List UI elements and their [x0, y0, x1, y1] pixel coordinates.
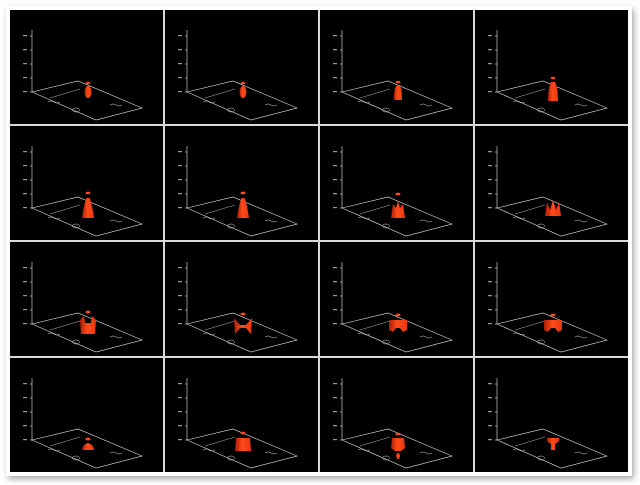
- base-contour: [357, 100, 433, 113]
- plume-3d: [389, 313, 407, 332]
- tick-marks: [178, 383, 182, 441]
- base-contour: [47, 448, 123, 461]
- plume-3d: [84, 81, 92, 98]
- tick-marks: [488, 267, 492, 325]
- simulation-frame-panel: [475, 126, 628, 240]
- figure-card: [6, 6, 632, 476]
- tick-marks: [488, 151, 492, 209]
- plume-3d: [235, 431, 251, 451]
- plume-plot: [23, 30, 143, 121]
- simulation-frame-panel: [475, 358, 628, 472]
- plume-3d: [548, 76, 558, 101]
- simulation-frame-panel: [10, 10, 163, 124]
- base-contour: [47, 332, 123, 345]
- plume-plot: [23, 378, 143, 469]
- plume-plot: [333, 262, 453, 353]
- axes-3d-box: [340, 262, 453, 353]
- axes-3d-box: [340, 378, 453, 469]
- base-contour: [512, 100, 588, 113]
- simulation-frame-panel: [10, 126, 163, 240]
- plume-plot: [333, 146, 453, 237]
- axes-3d-box: [495, 378, 608, 469]
- base-contour: [512, 448, 588, 461]
- plume-3d: [391, 432, 405, 459]
- plume-3d: [391, 192, 405, 218]
- base-contour: [202, 100, 278, 113]
- plume-plot: [23, 146, 143, 237]
- simulation-frame-panel: [320, 126, 473, 240]
- axes-3d-box: [185, 146, 298, 237]
- base-contour: [357, 448, 433, 461]
- base-contour: [202, 216, 278, 229]
- plume-plot: [178, 30, 298, 121]
- simulation-frame-panel: [165, 10, 318, 124]
- plume-plot: [488, 378, 608, 469]
- axes-3d-box: [340, 146, 453, 237]
- plume-plot: [178, 146, 298, 237]
- tick-marks: [23, 35, 27, 93]
- plume-plot: [178, 262, 298, 353]
- plume-3d: [82, 437, 94, 450]
- base-contour: [357, 332, 433, 345]
- simulation-frame-panel: [320, 10, 473, 124]
- plume-3d: [546, 438, 560, 450]
- simulation-frame-grid: [10, 10, 628, 472]
- axes-3d-box: [340, 30, 453, 121]
- plume-plot: [23, 262, 143, 353]
- base-contour: [202, 448, 278, 461]
- plume-3d: [393, 80, 403, 100]
- base-contour: [202, 332, 278, 345]
- simulation-frame-panel: [10, 242, 163, 356]
- tick-marks: [333, 35, 337, 93]
- plume-3d: [82, 191, 94, 218]
- simulation-frame-panel: [165, 242, 318, 356]
- axes-3d-box: [495, 30, 608, 121]
- simulation-frame-panel: [165, 126, 318, 240]
- tick-marks: [488, 35, 492, 93]
- tick-marks: [333, 151, 337, 209]
- base-contour: [357, 216, 433, 229]
- plume-3d: [80, 310, 96, 334]
- axes-3d-box: [185, 378, 298, 469]
- base-contour: [47, 216, 123, 229]
- simulation-frame-panel: [475, 10, 628, 124]
- tick-marks: [178, 267, 182, 325]
- axes-3d-box: [185, 30, 298, 121]
- plume-3d: [239, 81, 247, 98]
- plume-3d: [544, 313, 562, 332]
- simulation-frame-panel: [10, 358, 163, 472]
- tick-marks: [23, 383, 27, 441]
- plume-plot: [178, 378, 298, 469]
- plume-plot: [488, 262, 608, 353]
- tick-marks: [178, 151, 182, 209]
- tick-marks: [488, 383, 492, 441]
- plume-plot: [333, 30, 453, 121]
- tick-marks: [333, 383, 337, 441]
- axes-3d-box: [30, 378, 143, 469]
- plume-plot: [488, 30, 608, 121]
- axes-3d-box: [495, 146, 608, 237]
- axes-3d-box: [30, 262, 143, 353]
- axes-3d-box: [185, 262, 298, 353]
- simulation-frame-panel: [165, 358, 318, 472]
- plume-3d: [237, 191, 249, 218]
- plume-3d: [545, 200, 561, 216]
- axes-3d-box: [30, 30, 143, 121]
- axes-3d-box: [30, 146, 143, 237]
- base-contour: [47, 100, 123, 113]
- plume-plot: [488, 146, 608, 237]
- tick-marks: [178, 35, 182, 93]
- simulation-frame-panel: [320, 358, 473, 472]
- tick-marks: [333, 267, 337, 325]
- base-contour: [512, 332, 588, 345]
- plume-3d: [234, 312, 252, 334]
- tick-marks: [23, 267, 27, 325]
- axes-3d-box: [495, 262, 608, 353]
- simulation-frame-panel: [475, 242, 628, 356]
- simulation-frame-panel: [320, 242, 473, 356]
- base-contour: [512, 216, 588, 229]
- plume-plot: [333, 378, 453, 469]
- tick-marks: [23, 151, 27, 209]
